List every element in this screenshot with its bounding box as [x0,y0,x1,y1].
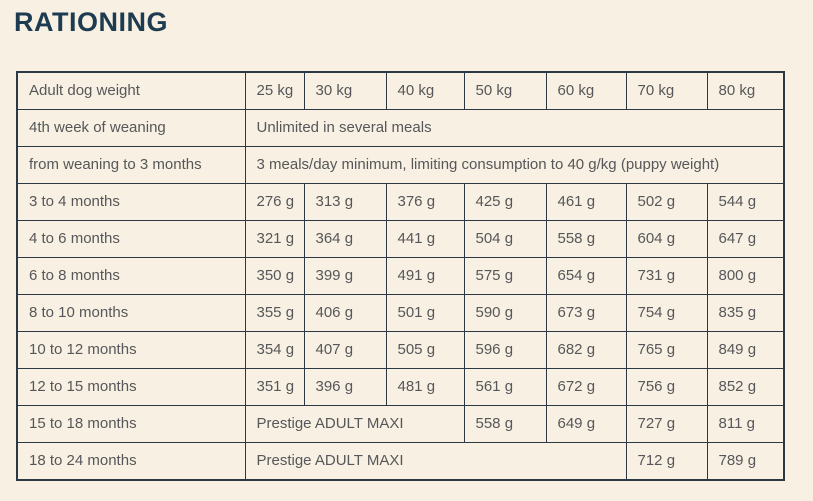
rationing-table: Adult dog weight 25 kg 30 kg 40 kg 50 kg… [16,71,785,481]
ration-value: 441 g [385,220,465,258]
row-label: 6 to 8 months [16,257,246,295]
ration-value: 852 g [706,368,785,406]
table-row-15-18-months: 15 to 18 months Prestige ADULT MAXI 558 … [16,405,785,443]
table-row-weights: Adult dog weight 25 kg 30 kg 40 kg 50 kg… [16,71,785,110]
note-cell: Unlimited in several meals [244,109,785,147]
ration-value: 647 g [706,220,785,258]
table-row-18-24-months: 18 to 24 months Prestige ADULT MAXI 712 … [16,442,785,481]
ration-value: 590 g [463,294,547,332]
ration-value: 835 g [706,294,785,332]
ration-value: 504 g [463,220,547,258]
ration-value: 561 g [463,368,547,406]
ration-value: 354 g [244,331,305,369]
ration-value: 673 g [545,294,627,332]
row-label: 15 to 18 months [16,405,246,443]
weight-cell: 60 kg [545,71,627,110]
ration-value: 461 g [545,183,627,221]
ration-value: 505 g [385,331,465,369]
ration-value: 502 g [625,183,708,221]
ration-value: 350 g [244,257,305,295]
ration-value: 396 g [303,368,387,406]
ration-value: 654 g [545,257,627,295]
ration-value: 399 g [303,257,387,295]
row-label: Adult dog weight [16,71,246,110]
ration-value: 649 g [545,405,627,443]
note-cell: 3 meals/day minimum, limiting consumptio… [244,146,785,184]
ration-value: 682 g [545,331,627,369]
product-cell: Prestige ADULT MAXI [244,442,627,481]
row-label: 10 to 12 months [16,331,246,369]
row-label: 12 to 15 months [16,368,246,406]
ration-value: 481 g [385,368,465,406]
table-row-weaning-to-3-months: from weaning to 3 months 3 meals/day min… [16,146,785,184]
ration-value: 575 g [463,257,547,295]
ration-value: 604 g [625,220,708,258]
weight-cell: 40 kg [385,71,465,110]
ration-value: 376 g [385,183,465,221]
ration-value: 789 g [706,442,785,481]
weight-cell: 80 kg [706,71,785,110]
ration-value: 355 g [244,294,305,332]
ration-value: 756 g [625,368,708,406]
ration-value: 425 g [463,183,547,221]
row-label: from weaning to 3 months [16,146,246,184]
ration-value: 727 g [625,405,708,443]
ration-value: 276 g [244,183,305,221]
ration-value: 544 g [706,183,785,221]
ration-value: 364 g [303,220,387,258]
ration-value: 351 g [244,368,305,406]
ration-value: 407 g [303,331,387,369]
ration-value: 811 g [706,405,785,443]
ration-value: 672 g [545,368,627,406]
ration-value: 712 g [625,442,708,481]
weight-cell: 50 kg [463,71,547,110]
ration-value: 754 g [625,294,708,332]
ration-value: 406 g [303,294,387,332]
ration-value: 849 g [706,331,785,369]
ration-value: 491 g [385,257,465,295]
weight-cell: 30 kg [303,71,387,110]
ration-value: 321 g [244,220,305,258]
weight-cell: 25 kg [244,71,305,110]
ration-value: 800 g [706,257,785,295]
table-row-6-8-months: 6 to 8 months 350 g 399 g 491 g 575 g 65… [16,257,785,295]
row-label: 8 to 10 months [16,294,246,332]
ration-value: 558 g [545,220,627,258]
ration-value: 501 g [385,294,465,332]
product-cell: Prestige ADULT MAXI [244,405,465,443]
ration-value: 596 g [463,331,547,369]
table-row-3-4-months: 3 to 4 months 276 g 313 g 376 g 425 g 46… [16,183,785,221]
table-row-8-10-months: 8 to 10 months 355 g 406 g 501 g 590 g 6… [16,294,785,332]
rationing-table-container: Adult dog weight 25 kg 30 kg 40 kg 50 kg… [16,71,813,481]
page-title: RATIONING [14,7,168,37]
row-label: 18 to 24 months [16,442,246,481]
table-row-4-6-months: 4 to 6 months 321 g 364 g 441 g 504 g 55… [16,220,785,258]
ration-value: 558 g [463,405,547,443]
ration-value: 731 g [625,257,708,295]
row-label: 4th week of weaning [16,109,246,147]
row-label: 3 to 4 months [16,183,246,221]
ration-value: 313 g [303,183,387,221]
table-row-10-12-months: 10 to 12 months 354 g 407 g 505 g 596 g … [16,331,785,369]
ration-value: 765 g [625,331,708,369]
table-row-weaning-week: 4th week of weaning Unlimited in several… [16,109,785,147]
table-row-12-15-months: 12 to 15 months 351 g 396 g 481 g 561 g … [16,368,785,406]
row-label: 4 to 6 months [16,220,246,258]
weight-cell: 70 kg [625,71,708,110]
